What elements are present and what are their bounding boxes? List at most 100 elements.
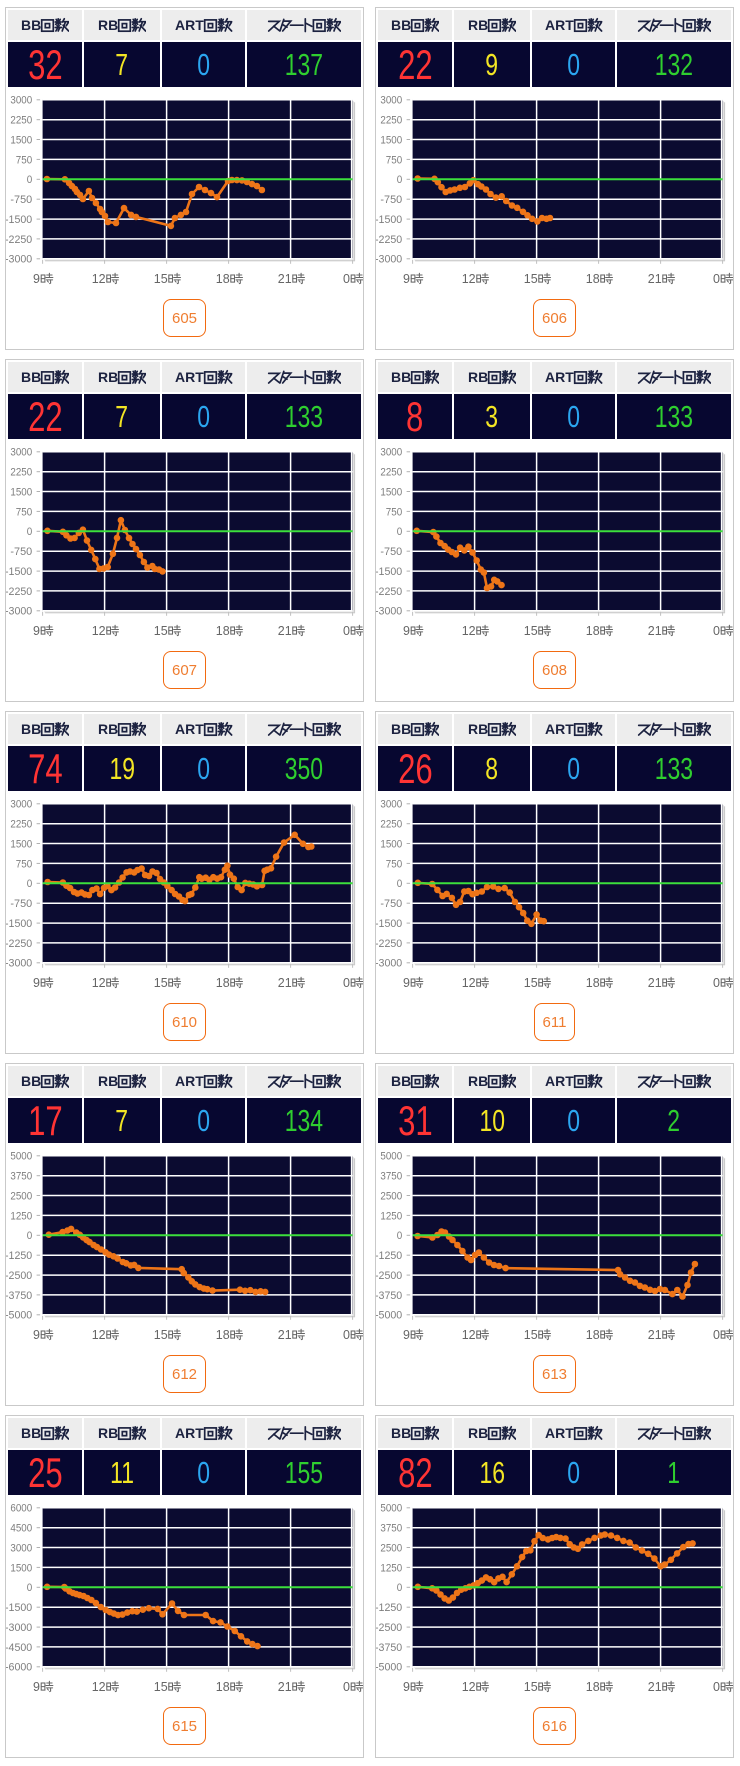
- svg-text:RB: RB: [468, 721, 488, 737]
- svg-text:18: 18: [216, 624, 230, 638]
- svg-text:ART: ART: [545, 1073, 574, 1089]
- svg-text:2250: 2250: [10, 115, 32, 127]
- svg-text:-5000: -5000: [376, 1662, 402, 1674]
- svg-text:-3750: -3750: [376, 1642, 402, 1654]
- svg-text:-3000: -3000: [6, 958, 32, 970]
- svg-text:750: 750: [386, 154, 402, 166]
- svg-text:12: 12: [92, 272, 106, 286]
- svg-text:-1250: -1250: [376, 1250, 402, 1262]
- svg-text:ART: ART: [545, 721, 574, 737]
- svg-text:2500: 2500: [10, 1190, 32, 1202]
- svg-text:18: 18: [216, 272, 230, 286]
- svg-text:18: 18: [586, 976, 600, 990]
- svg-text:9: 9: [403, 272, 410, 286]
- svg-text:-1500: -1500: [6, 1602, 32, 1614]
- svg-text:15: 15: [524, 1328, 538, 1342]
- svg-text:9: 9: [33, 1680, 40, 1694]
- svg-text:ART: ART: [175, 369, 204, 385]
- svg-text:1500: 1500: [380, 134, 402, 146]
- svg-text:21: 21: [278, 1328, 292, 1342]
- svg-text:BB: BB: [21, 17, 41, 33]
- svg-text:-1500: -1500: [376, 214, 402, 226]
- svg-text:BB: BB: [391, 369, 411, 385]
- svg-text:18: 18: [586, 1680, 600, 1694]
- svg-text:3000: 3000: [10, 799, 32, 811]
- svg-text:3750: 3750: [380, 1523, 402, 1535]
- svg-text:18: 18: [216, 1328, 230, 1342]
- svg-text:2250: 2250: [10, 819, 32, 831]
- svg-text:2500: 2500: [380, 1542, 402, 1554]
- svg-text:0: 0: [27, 174, 33, 186]
- svg-text:ART: ART: [175, 721, 204, 737]
- svg-text:15: 15: [154, 1328, 168, 1342]
- svg-text:21: 21: [278, 272, 292, 286]
- svg-text:21: 21: [278, 976, 292, 990]
- svg-text:18: 18: [216, 976, 230, 990]
- svg-text:-2500: -2500: [376, 1270, 402, 1282]
- svg-text:BB: BB: [21, 721, 41, 737]
- svg-text:-750: -750: [10, 194, 32, 206]
- svg-text:1250: 1250: [380, 1562, 402, 1574]
- svg-text:RB: RB: [98, 1425, 118, 1441]
- svg-text:-6000: -6000: [6, 1662, 32, 1674]
- svg-text:750: 750: [16, 154, 32, 166]
- svg-text:3750: 3750: [380, 1171, 402, 1183]
- svg-text:-5000: -5000: [376, 1310, 402, 1322]
- svg-text:3000: 3000: [380, 95, 402, 107]
- svg-text:21: 21: [648, 1680, 662, 1694]
- svg-text:21: 21: [278, 624, 292, 638]
- svg-text:0: 0: [397, 1582, 403, 1594]
- svg-text:ART: ART: [545, 17, 574, 33]
- svg-text:12: 12: [462, 272, 476, 286]
- svg-text:18: 18: [586, 1328, 600, 1342]
- svg-text:-2250: -2250: [376, 938, 402, 950]
- svg-text:RB: RB: [468, 1073, 488, 1089]
- svg-text:-2500: -2500: [376, 1622, 402, 1634]
- svg-text:3000: 3000: [10, 447, 32, 459]
- svg-text:0: 0: [343, 976, 350, 990]
- svg-text:ART: ART: [545, 369, 574, 385]
- svg-text:15: 15: [154, 272, 168, 286]
- svg-text:0: 0: [343, 1328, 350, 1342]
- svg-text:9: 9: [403, 1328, 410, 1342]
- svg-text:18: 18: [586, 624, 600, 638]
- svg-text:9: 9: [403, 976, 410, 990]
- svg-text:5000: 5000: [10, 1151, 32, 1163]
- svg-text:-3750: -3750: [6, 1290, 32, 1302]
- svg-text:6000: 6000: [10, 1503, 32, 1515]
- svg-text:1250: 1250: [10, 1210, 32, 1222]
- svg-text:1500: 1500: [10, 838, 32, 850]
- svg-text:BB: BB: [391, 1425, 411, 1441]
- svg-text:12: 12: [462, 624, 476, 638]
- svg-text:BB: BB: [21, 1073, 41, 1089]
- svg-text:15: 15: [524, 272, 538, 286]
- svg-text:0: 0: [343, 1680, 350, 1694]
- svg-text:-1500: -1500: [376, 918, 402, 930]
- svg-text:RB: RB: [98, 1073, 118, 1089]
- svg-text:9: 9: [33, 272, 40, 286]
- svg-text:BB: BB: [391, 17, 411, 33]
- svg-text:9: 9: [403, 1680, 410, 1694]
- svg-text:2250: 2250: [10, 467, 32, 479]
- svg-text:-3000: -3000: [6, 1622, 32, 1634]
- svg-text:-750: -750: [10, 546, 32, 558]
- svg-text:-750: -750: [380, 898, 402, 910]
- svg-text:-2250: -2250: [6, 938, 32, 950]
- svg-text:3000: 3000: [380, 799, 402, 811]
- svg-text:-2250: -2250: [376, 234, 402, 246]
- svg-text:15: 15: [524, 1680, 538, 1694]
- svg-text:750: 750: [386, 858, 402, 870]
- svg-text:1500: 1500: [380, 486, 402, 498]
- svg-text:0: 0: [713, 272, 720, 286]
- svg-text:0: 0: [713, 1328, 720, 1342]
- svg-text:5000: 5000: [380, 1151, 402, 1163]
- svg-text:-2250: -2250: [6, 234, 32, 246]
- svg-text:0: 0: [713, 624, 720, 638]
- svg-text:18: 18: [586, 272, 600, 286]
- svg-text:1500: 1500: [380, 838, 402, 850]
- svg-text:2250: 2250: [380, 819, 402, 831]
- svg-text:15: 15: [154, 624, 168, 638]
- svg-text:0: 0: [713, 976, 720, 990]
- svg-text:-750: -750: [380, 546, 402, 558]
- svg-text:0: 0: [397, 174, 403, 186]
